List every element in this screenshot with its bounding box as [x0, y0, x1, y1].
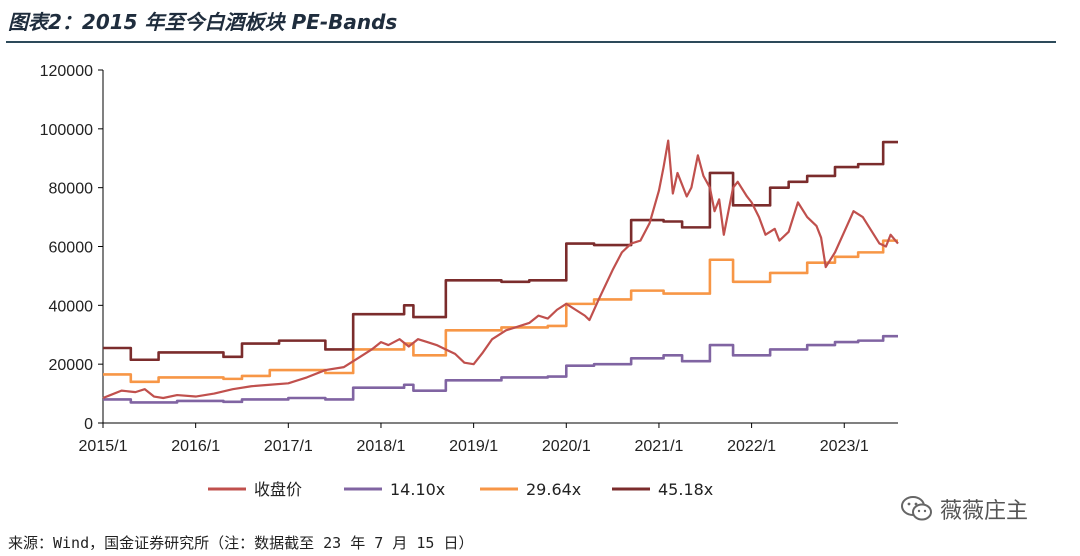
legend-label-pe45: 45.18x: [658, 480, 713, 499]
x-tick-label: 2020/1: [542, 438, 591, 455]
y-tick-label: 60000: [49, 240, 94, 257]
title-divider: [6, 41, 1056, 43]
x-tick-label: 2016/1: [171, 438, 220, 455]
axes-layer: 0 20000 40000 60000 80000 100000 120000 2015/1 2…: [40, 63, 898, 455]
watermark: 薇薇庄主: [900, 493, 1028, 525]
y-tick-label: 0: [84, 416, 93, 433]
y-tick-label: 20000: [49, 357, 94, 374]
series-line-pe29: [103, 239, 898, 384]
series-line-pe14: [103, 334, 898, 404]
series-line-pe45: [103, 140, 898, 362]
wechat-icon: [901, 496, 932, 521]
x-tick-label: 2022/1: [727, 438, 776, 455]
series-layer: [102, 139, 899, 404]
x-tick-label: 2021/1: [634, 438, 683, 455]
y-tick-label: 80000: [49, 181, 94, 198]
legend: 收盘价 14.10x 29.64x 45.18x: [208, 480, 713, 499]
x-tick-label: 2018/1: [357, 438, 406, 455]
legend-label-close: 收盘价: [254, 480, 302, 499]
figure-title: 图表2：2015 年至今白酒板块 PE-Bands: [8, 10, 398, 34]
y-tick-label: 100000: [40, 122, 93, 139]
legend-label-pe29: 29.64x: [526, 480, 581, 499]
legend-label-pe14: 14.10x: [390, 480, 445, 499]
source-note: 来源：Wind，国金证券研究所（注：数据截至 23 年 7 月 15 日）: [8, 534, 474, 552]
series-line-close: [102, 139, 899, 400]
x-tick-label: 2015/1: [79, 438, 128, 455]
pe-bands-chart: 0 20000 40000 60000 80000 100000 120000 2015/1 2…: [40, 63, 899, 499]
watermark-text: 薇薇庄主: [940, 499, 1029, 524]
x-tick-label: 2019/1: [449, 438, 498, 455]
x-tick-label: 2017/1: [264, 438, 313, 455]
x-tick-label: 2023/1: [820, 438, 869, 455]
y-tick-label: 120000: [40, 63, 93, 80]
y-tick-label: 40000: [49, 298, 94, 315]
